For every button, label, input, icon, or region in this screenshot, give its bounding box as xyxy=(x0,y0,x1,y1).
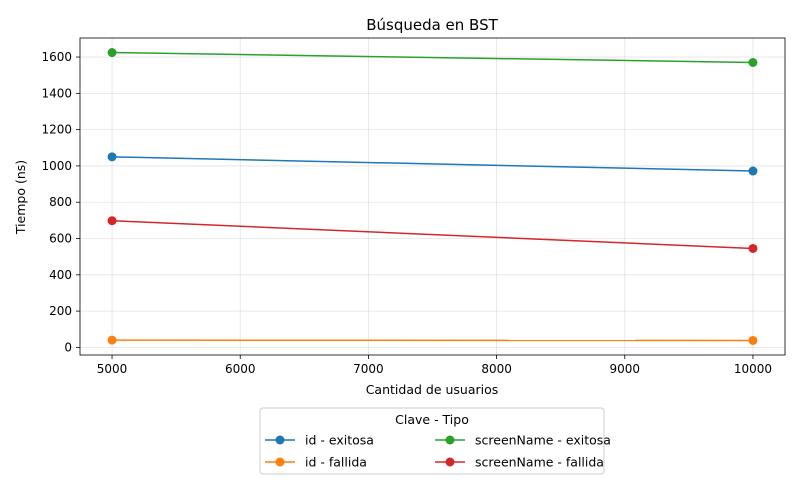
chart-title: Búsqueda en BST xyxy=(366,16,498,34)
y-tick-label: 600 xyxy=(49,232,72,246)
data-point xyxy=(748,244,757,253)
data-point xyxy=(108,152,117,161)
series-line xyxy=(112,157,753,171)
legend-title: Clave - Tipo xyxy=(395,412,469,427)
series-screenname-exitosa xyxy=(108,48,758,67)
x-tick-label: 5000 xyxy=(97,362,128,376)
series-line xyxy=(112,221,753,249)
series-id-fallida xyxy=(108,336,758,345)
plot-frame xyxy=(80,38,785,355)
y-axis-title: Tiempo (ns) xyxy=(13,160,28,235)
x-tick-label: 9000 xyxy=(609,362,640,376)
y-tick-label: 400 xyxy=(49,268,72,282)
y-tick-label: 1400 xyxy=(41,86,72,100)
legend-label: screenName - exitosa xyxy=(475,433,611,448)
y-tick-label: 1600 xyxy=(41,50,72,64)
legend-swatch-marker xyxy=(276,436,285,445)
legend-swatch-marker xyxy=(446,436,455,445)
series-layer xyxy=(108,48,758,345)
legend-label: id - fallida xyxy=(305,455,367,470)
series-line xyxy=(112,53,753,63)
grid xyxy=(80,38,785,355)
legend-label: screenName - fallida xyxy=(475,455,604,470)
data-point xyxy=(748,58,757,67)
x-tick-label: 6000 xyxy=(225,362,256,376)
y-tick-label: 0 xyxy=(64,340,72,354)
x-tick-label: 10000 xyxy=(734,362,772,376)
y-tick-label: 1000 xyxy=(41,159,72,173)
data-point xyxy=(108,336,117,345)
series-id-exitosa xyxy=(108,152,758,175)
legend-swatch-marker xyxy=(276,458,285,467)
data-point xyxy=(748,167,757,176)
data-point xyxy=(748,336,757,345)
y-tick-label: 200 xyxy=(49,304,72,318)
y-axis: 0 200 400 600 800 1000 1200 1400 1600 xyxy=(41,50,80,354)
legend-swatch-marker xyxy=(446,458,455,467)
legend-label: id - exitosa xyxy=(305,433,374,448)
series-screenname-fallida xyxy=(108,216,758,253)
legend: Clave - Tipo id - exitosa id - fallida scr… xyxy=(260,408,611,474)
x-tick-label: 7000 xyxy=(353,362,384,376)
data-point xyxy=(108,216,117,225)
y-tick-label: 800 xyxy=(49,195,72,209)
x-axis-title: Cantidad de usuarios xyxy=(366,382,499,397)
x-axis: 5000 6000 7000 8000 9000 10000 xyxy=(97,355,772,376)
y-tick-label: 1200 xyxy=(41,123,72,137)
x-tick-label: 8000 xyxy=(481,362,512,376)
data-point xyxy=(108,48,117,57)
